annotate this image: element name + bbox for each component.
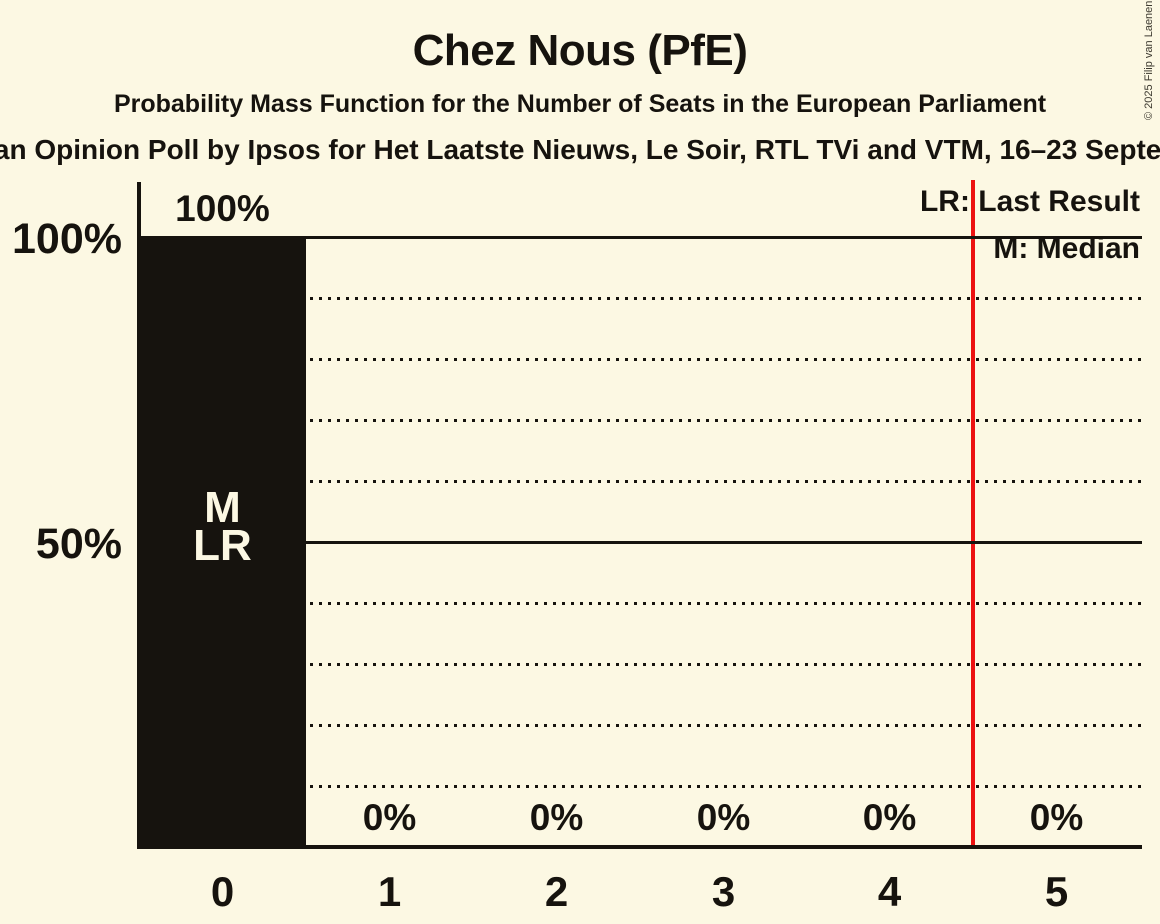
bar-value-label-3: 0% bbox=[696, 797, 751, 838]
page-title: Chez Nous (PfE) bbox=[412, 26, 748, 75]
bar-annotation-median-lastresult: M LR bbox=[139, 483, 306, 570]
x-tick-5: 5 bbox=[1044, 868, 1069, 915]
gridline-80 bbox=[139, 357, 1142, 361]
chart-source-line: Based on an Opinion Poll by Ipsos for He… bbox=[0, 134, 1160, 165]
gridline-30 bbox=[139, 662, 1142, 666]
x-tick-3: 3 bbox=[711, 868, 736, 915]
legend-last-result: LR: Last Result bbox=[919, 185, 1140, 218]
bar-value-label-1: 0% bbox=[362, 797, 417, 838]
gridline-40 bbox=[139, 601, 1142, 605]
x-tick-0: 0 bbox=[210, 868, 235, 915]
bar-value-label-4: 0% bbox=[862, 797, 917, 838]
x-tick-1: 1 bbox=[377, 868, 402, 915]
bar-value-label-2: 0% bbox=[529, 797, 584, 838]
gridline-90 bbox=[139, 296, 1142, 300]
x-axis-line bbox=[137, 845, 1142, 849]
gridline-10 bbox=[139, 784, 1142, 788]
x-tick-4: 4 bbox=[877, 868, 902, 915]
gridline-100 bbox=[139, 236, 1142, 239]
y-tick-50: 50% bbox=[35, 520, 122, 568]
median-marker: M bbox=[204, 483, 241, 532]
bar-value-label-5: 0% bbox=[1029, 797, 1084, 838]
gridline-60 bbox=[139, 479, 1142, 483]
copyright-notice: © 2025 Filip van Laenen bbox=[1143, 0, 1155, 120]
gridline-50 bbox=[139, 540, 1142, 544]
legend-median: M: Median bbox=[993, 232, 1140, 265]
x-tick-2: 2 bbox=[544, 868, 569, 915]
bar-value-label-0: 100% bbox=[175, 188, 270, 229]
gridline-70 bbox=[139, 418, 1142, 422]
last-result-marker: LR bbox=[193, 521, 252, 570]
y-tick-100: 100% bbox=[12, 215, 122, 263]
chart-subtitle: Probability Mass Function for the Number… bbox=[113, 90, 1047, 118]
gridline-20 bbox=[139, 723, 1142, 727]
majority-threshold-line bbox=[971, 180, 975, 848]
bar-seat-0 bbox=[139, 237, 306, 849]
